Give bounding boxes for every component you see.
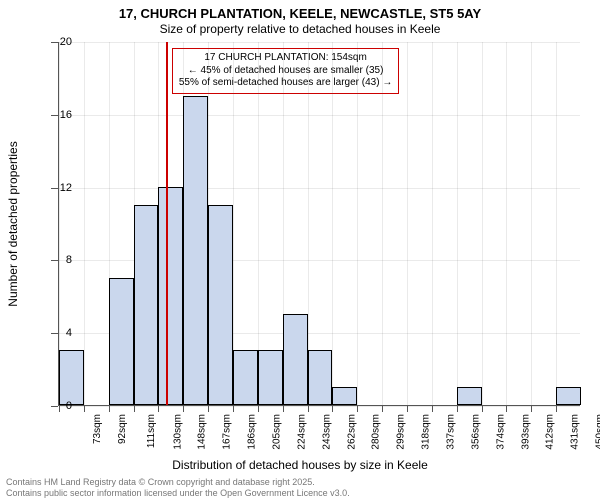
x-tick-label: 167sqm — [222, 414, 233, 450]
footer-line1: Contains HM Land Registry data © Crown c… — [6, 477, 350, 487]
x-tick-label: 431sqm — [570, 414, 581, 450]
x-tick — [134, 405, 135, 412]
y-axis-label: Number of detached properties — [6, 141, 20, 306]
gridline-vertical — [482, 42, 483, 405]
x-tick-label: 130sqm — [172, 414, 183, 450]
x-tick-label: 148sqm — [197, 414, 208, 450]
histogram-bar — [109, 278, 134, 405]
histogram-bar — [134, 205, 159, 405]
x-tick-label: 186sqm — [247, 414, 258, 450]
x-tick — [158, 405, 159, 412]
x-tick — [407, 405, 408, 412]
callout-line2: ← 45% of detached houses are smaller (35… — [179, 65, 392, 78]
x-tick — [382, 405, 383, 412]
x-tick — [258, 405, 259, 412]
x-tick-label: 412sqm — [545, 414, 556, 450]
y-tick-label: 0 — [66, 400, 72, 412]
x-tick — [332, 405, 333, 412]
histogram-bar — [283, 314, 308, 405]
gridline-vertical — [556, 42, 557, 405]
gridline-horizontal — [59, 42, 580, 43]
callout-line1: 17 CHURCH PLANTATION: 154sqm — [179, 52, 392, 65]
y-tick — [51, 333, 58, 334]
x-tick — [208, 405, 209, 412]
footer-attribution: Contains HM Land Registry data © Crown c… — [6, 477, 350, 498]
x-tick — [84, 405, 85, 412]
gridline-vertical — [457, 42, 458, 405]
x-tick — [283, 405, 284, 412]
chart-title-line1: 17, CHURCH PLANTATION, KEELE, NEWCASTLE,… — [0, 6, 600, 21]
gridline-vertical — [407, 42, 408, 405]
x-tick-label: 243sqm — [321, 414, 332, 450]
x-tick — [357, 405, 358, 412]
reference-line — [166, 42, 168, 405]
x-tick-label: 450sqm — [595, 414, 600, 450]
y-tick — [51, 406, 58, 407]
y-tick-label: 4 — [66, 327, 72, 339]
x-tick-label: 92sqm — [117, 414, 128, 444]
y-tick-label: 16 — [60, 109, 72, 121]
histogram-bar — [208, 205, 233, 405]
y-tick — [51, 260, 58, 261]
y-tick-label: 8 — [66, 254, 72, 266]
x-tick-label: 337sqm — [446, 414, 457, 450]
x-tick — [457, 405, 458, 412]
x-tick — [556, 405, 557, 412]
gridline-vertical — [432, 42, 433, 405]
x-tick — [109, 405, 110, 412]
histogram-bar — [233, 350, 258, 405]
y-tick — [51, 188, 58, 189]
x-tick — [506, 405, 507, 412]
y-tick — [51, 115, 58, 116]
gridline-horizontal — [59, 406, 580, 407]
histogram-bar — [258, 350, 283, 405]
x-tick-label: 205sqm — [272, 414, 283, 450]
gridline-vertical — [382, 42, 383, 405]
x-tick-label: 111sqm — [146, 414, 157, 448]
x-tick — [59, 405, 60, 412]
histogram-bar — [59, 350, 84, 405]
y-tick-label: 12 — [60, 182, 72, 194]
x-tick-label: 318sqm — [421, 414, 432, 450]
gridline-vertical — [531, 42, 532, 405]
x-tick-label: 73sqm — [92, 414, 103, 444]
histogram-bar — [556, 387, 581, 405]
x-axis-label: Distribution of detached houses by size … — [0, 458, 600, 472]
plot-area: 17 CHURCH PLANTATION: 154sqm ← 45% of de… — [58, 42, 580, 406]
x-tick-label: 393sqm — [520, 414, 531, 450]
x-tick — [432, 405, 433, 412]
x-tick — [233, 405, 234, 412]
histogram-bar — [183, 96, 208, 405]
x-tick-label: 262sqm — [346, 414, 357, 450]
chart-container: 17, CHURCH PLANTATION, KEELE, NEWCASTLE,… — [0, 0, 600, 500]
gridline-vertical — [506, 42, 507, 405]
callout-box: 17 CHURCH PLANTATION: 154sqm ← 45% of de… — [172, 48, 399, 94]
gridline-vertical — [332, 42, 333, 405]
histogram-bar — [158, 187, 183, 405]
y-tick — [51, 42, 58, 43]
gridline-vertical — [84, 42, 85, 405]
x-tick — [308, 405, 309, 412]
gridline-horizontal — [59, 115, 580, 116]
histogram-bar — [308, 350, 333, 405]
chart-title-line2: Size of property relative to detached ho… — [0, 22, 600, 36]
callout-line3: 55% of semi-detached houses are larger (… — [179, 77, 392, 90]
x-tick-label: 280sqm — [371, 414, 382, 450]
x-tick — [183, 405, 184, 412]
x-tick-label: 374sqm — [495, 414, 506, 450]
x-tick — [531, 405, 532, 412]
x-tick — [482, 405, 483, 412]
x-tick-label: 356sqm — [470, 414, 481, 450]
y-tick-label: 20 — [60, 36, 72, 48]
x-tick-label: 224sqm — [296, 414, 307, 450]
gridline-horizontal — [59, 188, 580, 189]
histogram-bar — [332, 387, 357, 405]
histogram-bar — [457, 387, 482, 405]
gridline-vertical — [357, 42, 358, 405]
footer-line2: Contains public sector information licen… — [6, 488, 350, 498]
x-tick-label: 299sqm — [396, 414, 407, 450]
